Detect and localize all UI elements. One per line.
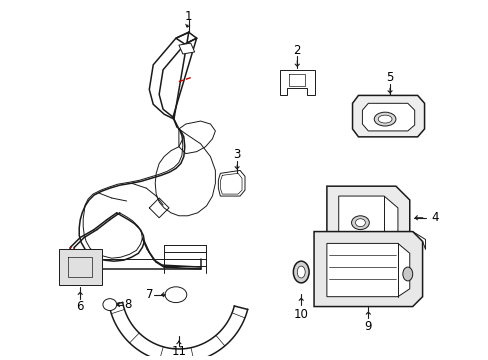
Polygon shape — [362, 103, 414, 131]
Text: 9: 9 — [364, 320, 371, 333]
Polygon shape — [179, 43, 194, 54]
Ellipse shape — [377, 115, 391, 123]
Polygon shape — [313, 231, 422, 307]
Polygon shape — [352, 95, 424, 137]
Ellipse shape — [351, 216, 368, 230]
Text: 2: 2 — [293, 44, 301, 57]
Ellipse shape — [373, 112, 395, 126]
Polygon shape — [279, 70, 314, 95]
Polygon shape — [326, 243, 409, 297]
Ellipse shape — [402, 267, 412, 281]
Ellipse shape — [355, 219, 365, 227]
Ellipse shape — [293, 261, 308, 283]
Text: 10: 10 — [293, 308, 308, 321]
Ellipse shape — [102, 299, 117, 311]
Text: 6: 6 — [76, 300, 84, 313]
Ellipse shape — [297, 266, 305, 278]
Text: 3: 3 — [233, 148, 240, 161]
Text: 8: 8 — [123, 298, 131, 311]
Polygon shape — [338, 196, 397, 242]
Text: 11: 11 — [171, 346, 186, 359]
Ellipse shape — [165, 287, 186, 303]
Text: 5: 5 — [386, 71, 393, 84]
Polygon shape — [59, 249, 102, 285]
Text: 4: 4 — [431, 211, 438, 224]
Polygon shape — [218, 170, 244, 196]
Polygon shape — [326, 186, 409, 249]
Text: 1: 1 — [184, 10, 192, 23]
Text: 7: 7 — [145, 288, 153, 301]
